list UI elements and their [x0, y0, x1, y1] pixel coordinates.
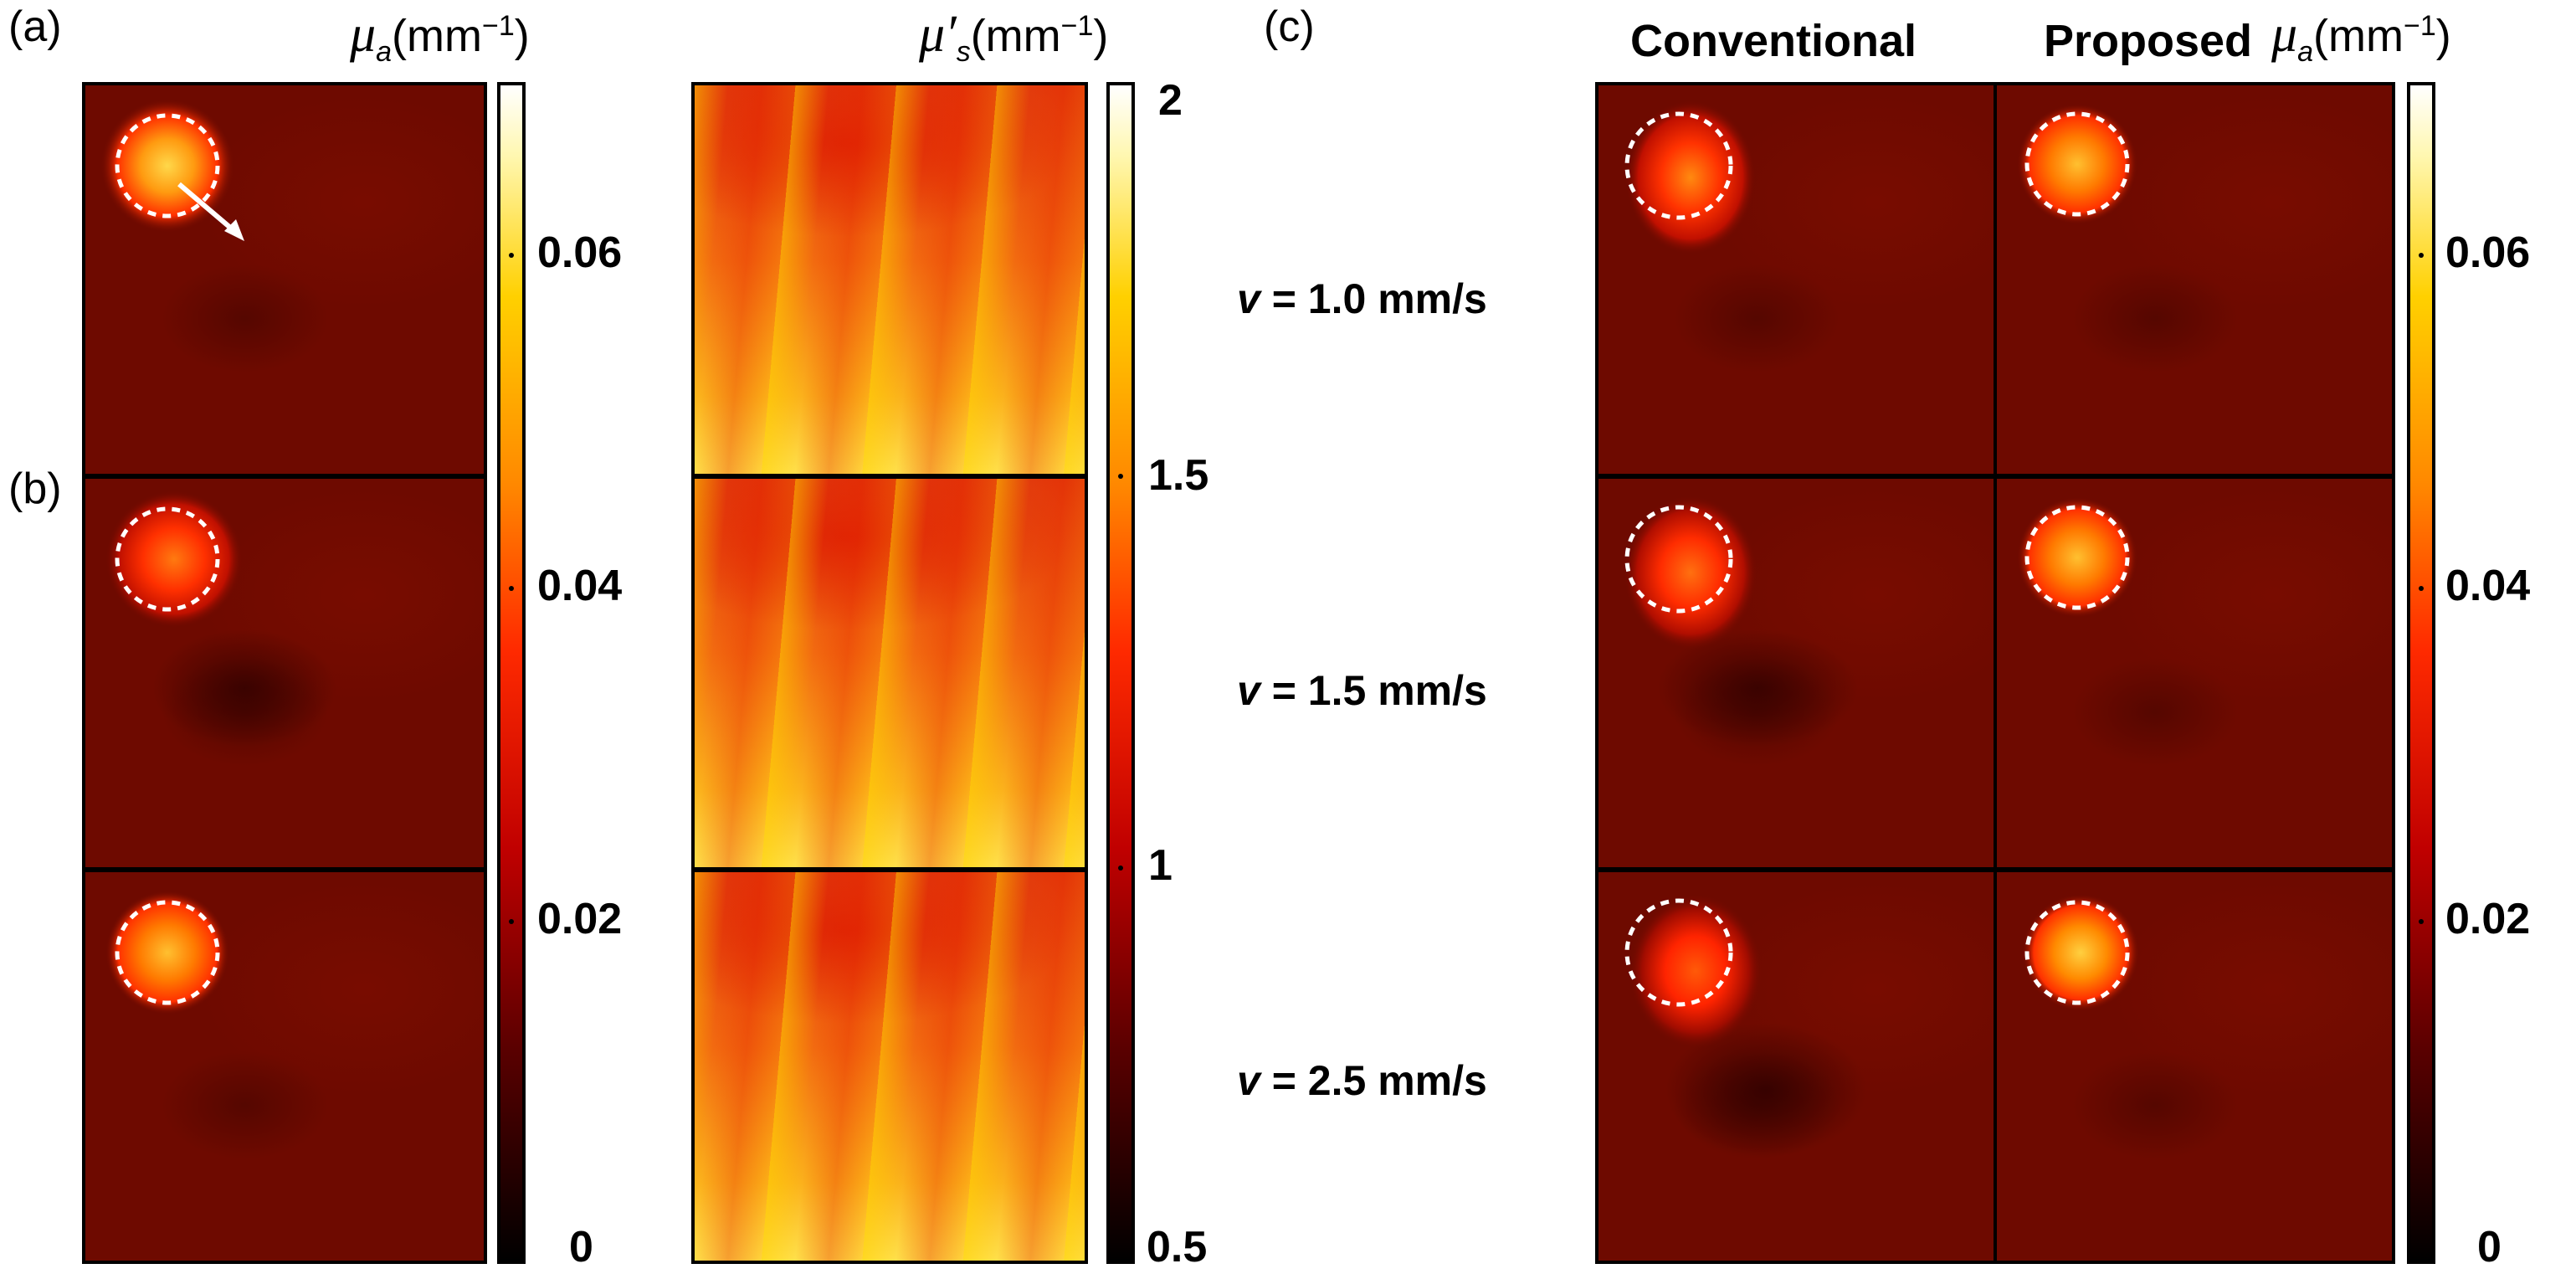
inclusion-marker	[2024, 505, 2130, 610]
c-tick-0.04: 0.04	[2445, 562, 2531, 610]
mua-tick-0.06: 0.06	[537, 229, 623, 277]
c-tick-0: 0	[2477, 1223, 2502, 1271]
mus-tick-1.5: 1.5	[1148, 451, 1209, 500]
proposed-image-v1	[1994, 82, 2395, 477]
conventional-image-v3	[1595, 869, 1997, 1264]
inclusion-marker	[2024, 111, 2130, 217]
conventional-proposed-colorbar	[2407, 82, 2435, 1264]
motion-arrow-line	[177, 182, 236, 234]
motion-arrow-head	[224, 219, 244, 241]
velocity-label-3: v = 2.5 mm/s	[1237, 1057, 1487, 1104]
mua-colorbar	[497, 82, 526, 1264]
inclusion-marker	[115, 900, 220, 1005]
mus-tick-2: 2	[1158, 76, 1183, 125]
column-title-conventional: Conventional	[1630, 16, 1917, 66]
mua-unit-label: μa(mm−1)	[350, 6, 530, 68]
mua-tick-0: 0	[569, 1223, 593, 1271]
inclusion-marker	[1624, 111, 1733, 220]
proposed-image-v2	[1994, 475, 2395, 871]
mus-image-middle	[691, 475, 1088, 871]
mus-unit-label: μ′s(mm−1)	[919, 6, 1109, 68]
mua-image-middle	[82, 475, 487, 871]
inclusion-marker	[115, 506, 220, 612]
mus-image-column	[691, 82, 1088, 1264]
mus-tick-0.5: 0.5	[1147, 1223, 1208, 1271]
inclusion-marker	[2024, 900, 2130, 1005]
proposed-image-v3	[1994, 869, 2395, 1264]
conventional-image-column	[1595, 82, 1997, 1264]
mus-image-bottom	[691, 869, 1088, 1264]
c-tick-0.06: 0.06	[2445, 229, 2531, 277]
proposed-image-column	[1994, 82, 2395, 1264]
panel-label-a: (a)	[8, 3, 62, 51]
inclusion-blob	[105, 891, 229, 1014]
velocity-label-1: v = 1.0 mm/s	[1237, 275, 1487, 322]
panel-label-b: (b)	[8, 465, 62, 513]
inclusion-blob	[100, 99, 234, 233]
inclusion-blob	[105, 491, 243, 628]
inclusion-marker	[1624, 505, 1733, 614]
mua-image-column	[82, 82, 487, 1264]
column-title-proposed: Proposed	[2044, 16, 2253, 66]
mus-tick-1: 1	[1148, 841, 1173, 890]
mus-image-top	[691, 82, 1088, 477]
mus-colorbar	[1106, 82, 1135, 1264]
conventional-image-v1	[1595, 82, 1997, 477]
inclusion-marker	[115, 113, 220, 218]
mua-unit-label-c: μa(mm−1)	[2271, 6, 2451, 68]
inclusion-marker	[1624, 898, 1733, 1007]
mua-image-bottom	[82, 869, 487, 1264]
panel-label-c: (c)	[1264, 3, 1315, 51]
c-tick-0.02: 0.02	[2445, 895, 2531, 943]
conventional-image-v2	[1595, 475, 1997, 871]
velocity-label-2: v = 1.5 mm/s	[1237, 667, 1487, 714]
mua-tick-0.02: 0.02	[537, 895, 623, 943]
mua-image-top	[82, 82, 487, 477]
mua-tick-0.04: 0.04	[537, 562, 623, 610]
